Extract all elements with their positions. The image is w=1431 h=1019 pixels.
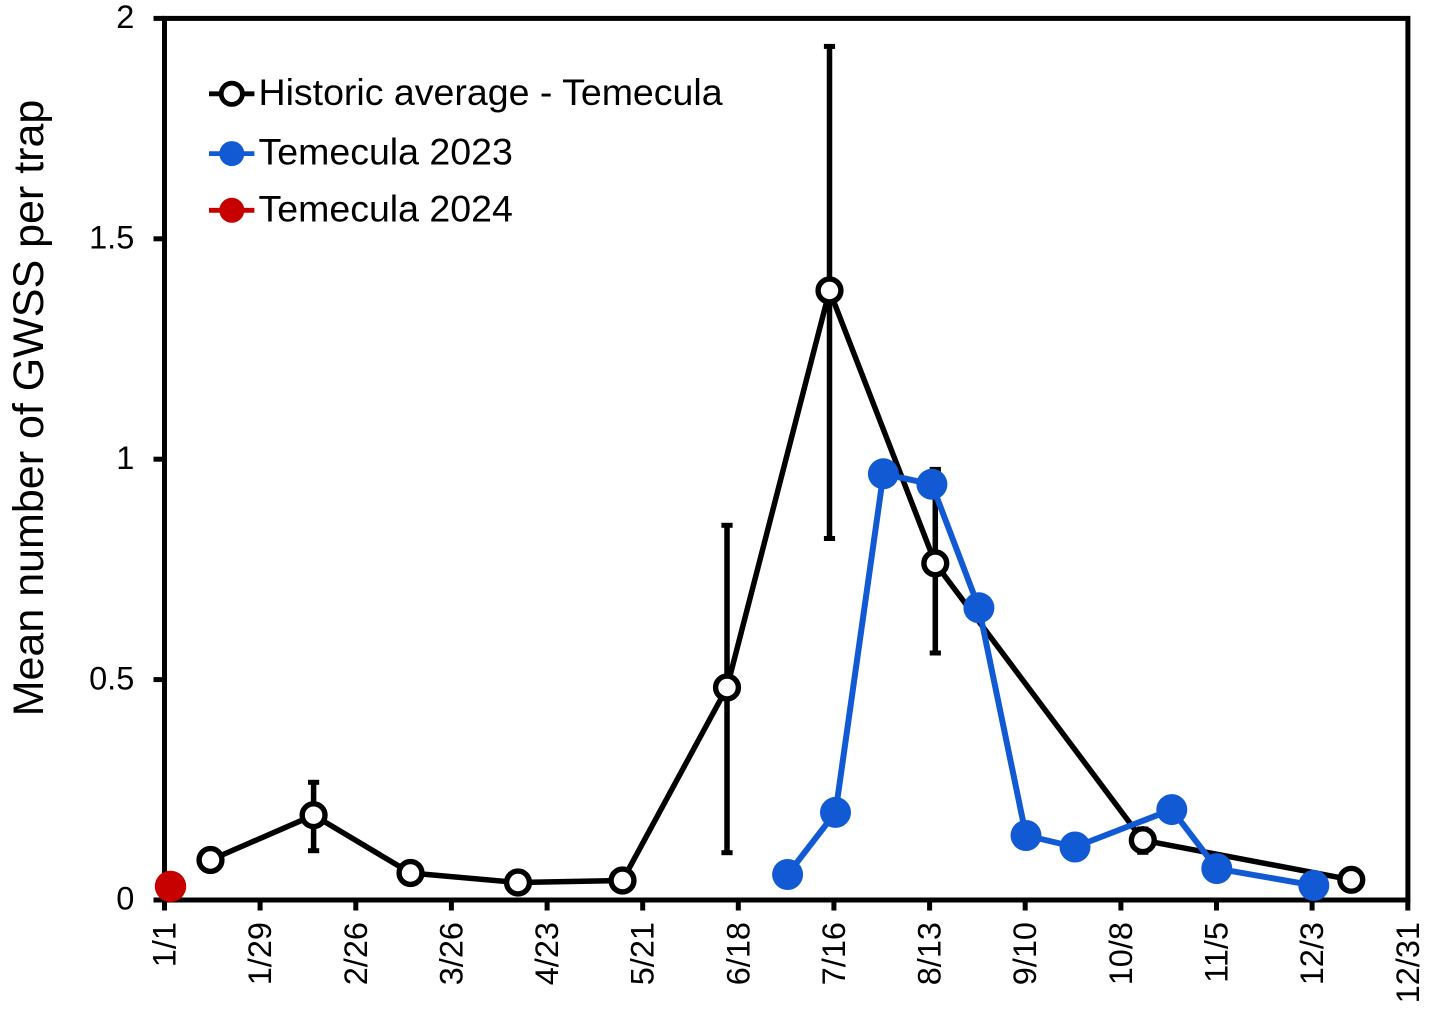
svg-text:Mean number of GWSS per trap: Mean number of GWSS per trap [5,100,53,717]
svg-text:11/5: 11/5 [1199,922,1235,983]
svg-text:0.5: 0.5 [89,660,134,696]
svg-text:Temecula 2024: Temecula 2024 [259,187,513,229]
svg-text:Temecula 2023: Temecula 2023 [259,131,513,173]
svg-text:1.5: 1.5 [89,220,134,256]
svg-text:0: 0 [116,881,134,917]
svg-text:2/26: 2/26 [338,922,374,985]
svg-text:9/10: 9/10 [1007,922,1043,985]
svg-text:6/18: 6/18 [720,922,756,985]
svg-text:12/31: 12/31 [1390,922,1426,1003]
svg-text:1: 1 [116,440,134,476]
svg-text:Historic average - Temecula: Historic average - Temecula [259,71,723,113]
svg-text:2: 2 [116,0,134,35]
svg-text:8/13: 8/13 [912,922,948,985]
svg-text:10/8: 10/8 [1103,922,1139,985]
svg-text:12/3: 12/3 [1294,922,1330,985]
svg-text:5/21: 5/21 [625,922,661,985]
svg-text:7/16: 7/16 [816,922,852,985]
svg-text:1/29: 1/29 [242,922,278,985]
svg-text:3/26: 3/26 [433,922,469,985]
svg-text:1/1: 1/1 [147,922,183,967]
svg-text:4/23: 4/23 [529,922,565,985]
